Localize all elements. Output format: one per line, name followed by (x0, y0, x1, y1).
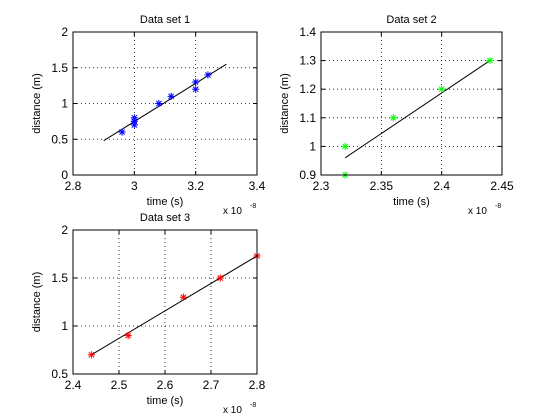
y-tick-label: 1 (309, 139, 316, 153)
data-point (216, 274, 224, 282)
x-multiplier-exponent: -8 (495, 203, 501, 210)
y-tick-label: 0.5 (51, 132, 68, 146)
chart-title: Data set 2 (386, 14, 436, 26)
x-tick-label: 2.6 (157, 378, 174, 392)
y-axis-label: distance (m) (279, 73, 291, 134)
axes-frame (320, 31, 503, 176)
x-multiplier-exponent: -8 (250, 402, 256, 409)
fit-line (91, 255, 258, 356)
y-tick-label: 1.4 (299, 25, 316, 39)
y-tick-label: 1.2 (299, 82, 316, 96)
data-point (204, 71, 212, 79)
y-tick-label: 1.1 (299, 111, 316, 125)
subplot-3: 2.4 2.5 2.6 2.7 2.8 0.5 1 1.5 2 Data set 3 time (s… (31, 212, 266, 416)
axes-background (321, 32, 502, 175)
x-tick-label: 2.7 (203, 378, 220, 392)
data-point (192, 78, 200, 86)
x-tick-label: 2.35 (370, 179, 394, 193)
y-tick-label: 1.3 (299, 54, 316, 68)
x-tick-label: 2.8 (65, 179, 82, 193)
chart-title: Data set 1 (140, 14, 190, 26)
fit-line (344, 60, 491, 159)
data-point (192, 85, 200, 93)
x-axis-label: time (s) (393, 196, 430, 208)
x-tick-label: 3.2 (187, 179, 204, 193)
y-tick-label: 0.9 (299, 168, 316, 182)
data-point (124, 332, 132, 340)
x-multiplier-base: x 10 (223, 206, 242, 217)
subplot-2: 2.3 2.35 2.4 2.45 0.9 1 1.1 1.2 1.3 1.4 Data set 2… (279, 14, 514, 217)
x-tick-label: 2.8 (249, 378, 266, 392)
subplot-1: 2.8 3 3.2 3.4 0 0.5 1 1.5 2 Data set 1 time (s) dis… (31, 14, 266, 217)
data-point (389, 114, 397, 122)
chart-title: Data set 3 (140, 212, 190, 224)
data-point (341, 142, 349, 150)
y-tick-label: 1.5 (51, 271, 68, 285)
data-point (155, 99, 163, 108)
y-tick-label: 2 (61, 223, 68, 237)
x-tick-label: 2.5 (111, 378, 128, 392)
y-tick-label: 1.5 (51, 61, 68, 75)
x-tick-label: 2.3 (313, 179, 330, 193)
y-axis-label: distance (m) (31, 272, 43, 333)
y-axis-label: distance (m) (31, 73, 43, 134)
x-tick-label: 3 (131, 179, 138, 193)
data-point (486, 56, 494, 65)
x-axis-label: time (s) (147, 196, 184, 208)
x-multiplier-exponent: -8 (250, 203, 256, 210)
data-point (130, 114, 138, 122)
x-axis-label: time (s) (147, 395, 184, 407)
y-tick-label: 1 (61, 319, 68, 333)
data-point (438, 85, 446, 93)
x-tick-label: 2.4 (433, 179, 450, 193)
y-tick-label: 2 (61, 25, 68, 39)
x-tick-label: 2.45 (490, 179, 514, 193)
data-point (87, 351, 96, 359)
x-multiplier-base: x 10 (223, 405, 242, 416)
y-tick-label: 0 (61, 168, 68, 182)
y-tick-label: 1 (61, 97, 68, 111)
x-tick-label: 2.4 (65, 378, 82, 392)
x-tick-label: 3.4 (249, 179, 266, 193)
y-tick-label: 0.5 (51, 367, 68, 381)
data-point (179, 293, 187, 301)
data-point (118, 128, 126, 136)
data-point (167, 92, 175, 100)
x-multiplier-base: x 10 (468, 206, 487, 217)
